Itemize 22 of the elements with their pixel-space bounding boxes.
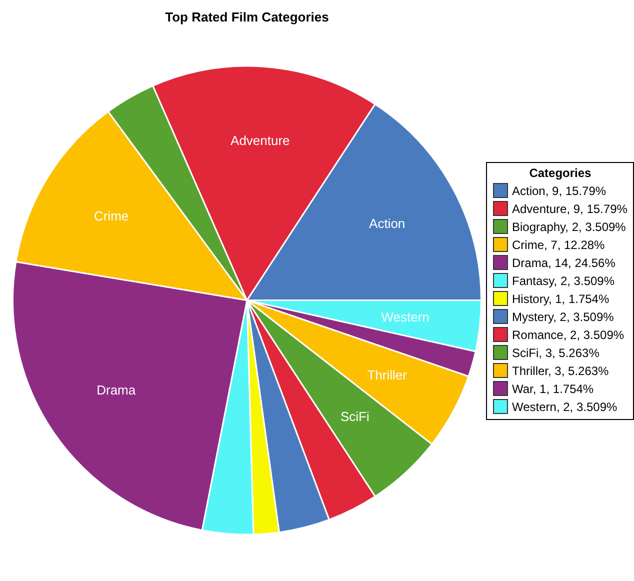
legend-label: Biography, 2, 3.509% [512, 220, 626, 234]
legend-label: Romance, 2, 3.509% [512, 328, 624, 342]
legend-title: Categories [528, 166, 592, 180]
legend-label: Thriller, 3, 5.263% [512, 364, 609, 378]
chart-title: Top Rated Film Categories [165, 9, 329, 24]
text: Action [369, 216, 406, 232]
text: Crime [94, 208, 129, 224]
text: SciFi [340, 409, 370, 424]
text: Western [381, 309, 430, 324]
text: Adventure [230, 133, 290, 148]
text: Thriller [367, 368, 407, 383]
legend-label: Mystery, 2, 3.509% [512, 310, 614, 324]
legend-label: Adventure, 9, 15.79% [512, 202, 628, 216]
text: Drama [96, 382, 136, 398]
legend-label: Drama, 14, 24.56% [512, 256, 616, 270]
legend-label: Western, 2, 3.509% [512, 400, 618, 414]
legend-label: History, 1, 1.754% [512, 292, 610, 306]
legend-label: Action, 9, 15.79% [512, 184, 606, 198]
legend-label: Fantasy, 2, 3.509% [512, 274, 615, 288]
legend-label: Crime, 7, 12.28% [512, 238, 605, 252]
legend-label: SciFi, 3, 5.263% [512, 346, 600, 360]
legend-label: War, 1, 1.754% [512, 382, 594, 396]
